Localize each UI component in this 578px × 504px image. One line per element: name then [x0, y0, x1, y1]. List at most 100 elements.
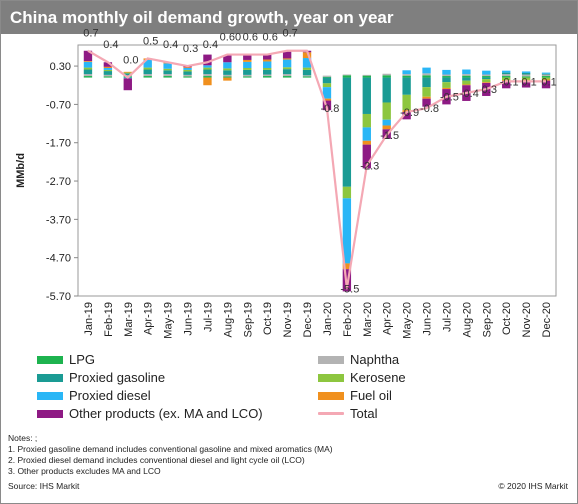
y-axis-title: MMb/d	[15, 153, 27, 188]
x-tick-label: Nov-20	[521, 302, 533, 337]
bar-naphtha	[203, 74, 212, 77]
total-data-label: -1.5	[380, 130, 399, 142]
bar-proxied-diesel	[263, 61, 272, 68]
bar-proxied-gasoline	[243, 69, 252, 75]
legend-item-naphtha: Naphtha	[318, 352, 399, 367]
legend-swatch-kerosene	[318, 373, 344, 382]
source-text: Source: IHS Markit	[8, 481, 80, 491]
bar-proxied-diesel	[541, 72, 551, 74]
bar-lpg	[243, 76, 252, 78]
bar-proxied-diesel	[163, 63, 172, 69]
x-tick-label: Feb-20	[342, 302, 354, 337]
bar-kerosene	[322, 83, 332, 88]
bar-other-products-ex-ma-and-lco	[282, 50, 292, 59]
bar-kerosene	[83, 67, 93, 70]
bar-fuel-oil	[382, 125, 391, 130]
y-tick-label: -2.70	[46, 176, 71, 188]
bar-fuel-oil	[223, 77, 232, 81]
x-tick-label: Jun-19	[183, 302, 195, 336]
bar-lpg	[282, 76, 292, 78]
x-tick-label: May-20	[402, 302, 414, 339]
bar-proxied-diesel	[362, 127, 371, 141]
x-tick-label: Sep-19	[242, 302, 254, 337]
legend-item-fuel-oil: Fuel oil	[318, 388, 392, 403]
bar-kerosene	[442, 82, 451, 88]
total-data-label: -0.9	[400, 107, 419, 119]
chart-title: China monthly oil demand growth, year on…	[10, 8, 394, 27]
bar-proxied-gasoline	[422, 77, 431, 88]
bar-proxied-gasoline	[143, 69, 152, 75]
bar-kerosene	[203, 67, 212, 70]
bar-proxied-diesel	[342, 198, 352, 264]
x-tick-label: Aug-19	[222, 302, 234, 337]
notes-heading: Notes: ;	[8, 433, 38, 443]
bar-fuel-oil	[83, 61, 93, 62]
legend-swatch-naphtha	[318, 355, 344, 364]
bar-fuel-oil	[342, 263, 352, 270]
bar-lpg	[83, 76, 93, 78]
total-data-label: -0.4	[460, 88, 479, 100]
legend-label-total: Total	[350, 406, 378, 421]
plot-area	[77, 44, 557, 297]
y-tick-label: -3.70	[46, 214, 71, 226]
bar-fuel-oil	[282, 58, 292, 60]
bar-naphtha	[263, 74, 272, 77]
legend-swatch-total	[318, 412, 344, 415]
bar-naphtha	[322, 75, 332, 77]
legend-label-other-products: Other products (ex. MA and LCO)	[69, 406, 263, 421]
total-line	[87, 49, 547, 290]
y-tick-label: -0.70	[46, 99, 71, 111]
bar-naphtha	[282, 74, 292, 77]
bar-proxied-gasoline	[302, 69, 312, 76]
bar-proxied-gasoline	[83, 69, 93, 75]
bar-proxied-diesel	[203, 65, 212, 68]
bar-fuel-oil	[123, 71, 132, 73]
bar-kerosene	[143, 67, 152, 70]
bar-naphtha	[402, 74, 411, 76]
bar-proxied-gasoline	[362, 77, 371, 114]
bar-fuel-oil	[263, 59, 272, 62]
bar-fuel-oil	[243, 59, 252, 62]
bar-lpg	[521, 76, 531, 78]
bar-kerosene	[521, 77, 531, 80]
bar-naphtha	[123, 75, 132, 77]
x-tick-label: Jan-20	[322, 302, 334, 336]
bar-kerosene	[402, 94, 411, 111]
bar-proxied-gasoline	[502, 72, 511, 75]
bar-naphtha	[302, 75, 312, 77]
bar-lpg	[183, 76, 192, 78]
bar-proxied-gasoline	[342, 77, 352, 187]
total-data-label: 0.3	[482, 84, 497, 96]
x-tick-label: Dec-19	[302, 302, 314, 337]
bar-kerosene	[183, 69, 192, 72]
bar-fuel-oil	[183, 67, 192, 68]
bar-kerosene	[382, 102, 391, 120]
bar-kerosene	[541, 77, 551, 80]
bar-fuel-oil	[521, 79, 531, 81]
legend-item-other-products: Other products (ex. MA and LCO)	[37, 406, 263, 421]
bar-proxied-diesel	[502, 70, 511, 73]
x-tick-label: Sep-20	[481, 302, 493, 337]
total-data-label: 0.7	[83, 28, 98, 40]
bar-naphtha	[342, 74, 352, 76]
bar-kerosene	[163, 68, 172, 71]
bar-lpg	[322, 76, 332, 78]
bar-proxied-gasoline	[482, 77, 491, 80]
x-tick-label: Aug-20	[461, 302, 473, 337]
bar-naphtha	[442, 74, 451, 77]
bar-other-products-ex-ma-and-lco	[123, 78, 132, 91]
bar-proxied-diesel	[83, 61, 93, 68]
bar-lpg	[541, 76, 551, 78]
x-tick-label: Jul-19	[202, 302, 214, 332]
total-data-label: 0.4	[163, 39, 178, 51]
bar-naphtha	[482, 74, 491, 77]
bar-other-products-ex-ma-and-lco	[83, 50, 93, 62]
x-tick-label: Oct-20	[501, 302, 513, 335]
bar-kerosene	[482, 79, 491, 83]
bar-other-products-ex-ma-and-lco	[203, 54, 212, 66]
bar-naphtha	[183, 74, 192, 77]
total-data-label: 0.1	[541, 76, 556, 88]
bar-kerosene	[462, 80, 471, 85]
bar-lpg	[402, 75, 411, 78]
bar-fuel-oil	[203, 77, 212, 86]
